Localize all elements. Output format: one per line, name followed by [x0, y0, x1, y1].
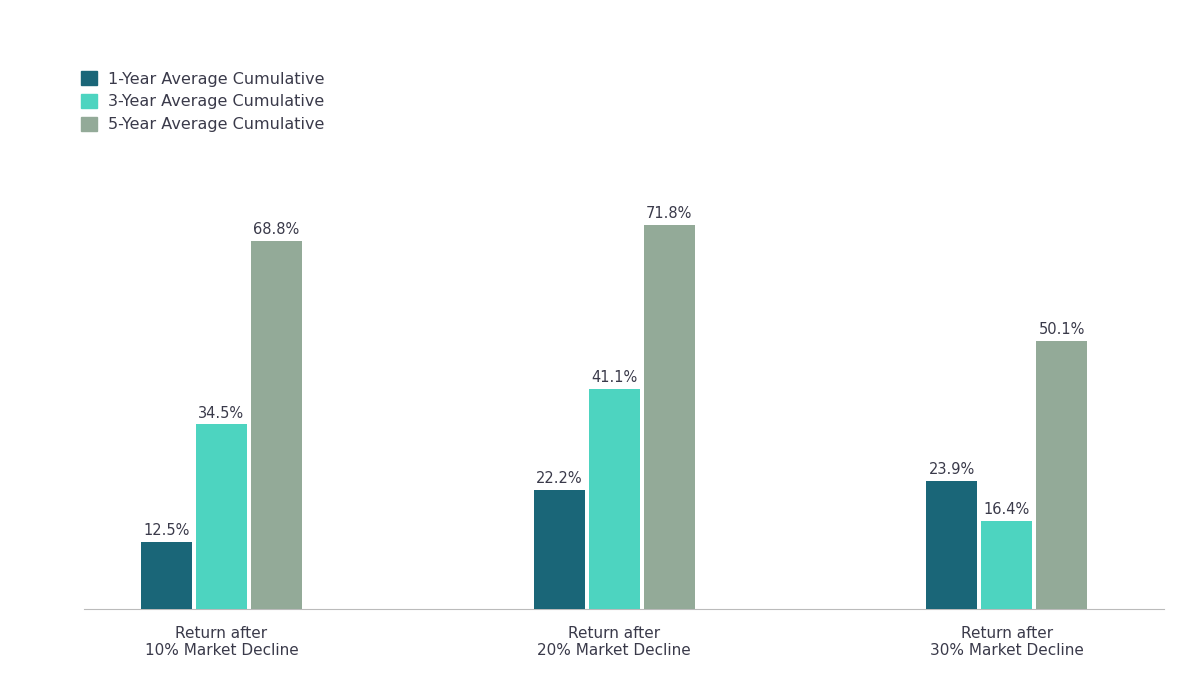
Bar — [926, 481, 978, 609]
Bar — [140, 542, 192, 609]
Bar — [534, 490, 584, 609]
Text: 34.5%: 34.5% — [198, 405, 245, 421]
Bar — [196, 424, 247, 609]
Bar — [589, 389, 640, 609]
Bar — [251, 241, 302, 609]
Bar — [982, 522, 1032, 609]
Text: 50.1%: 50.1% — [1039, 322, 1085, 337]
Text: 12.5%: 12.5% — [143, 524, 190, 538]
Bar — [1037, 341, 1087, 609]
Text: 22.2%: 22.2% — [536, 471, 582, 486]
Text: 16.4%: 16.4% — [984, 503, 1030, 517]
Text: 23.9%: 23.9% — [929, 462, 976, 477]
Text: 68.8%: 68.8% — [253, 222, 300, 237]
Bar — [643, 225, 695, 609]
Legend: 1-Year Average Cumulative, 3-Year Average Cumulative, 5-Year Average Cumulative: 1-Year Average Cumulative, 3-Year Averag… — [82, 71, 325, 132]
Text: 41.1%: 41.1% — [592, 370, 637, 385]
Text: 71.8%: 71.8% — [646, 206, 692, 221]
